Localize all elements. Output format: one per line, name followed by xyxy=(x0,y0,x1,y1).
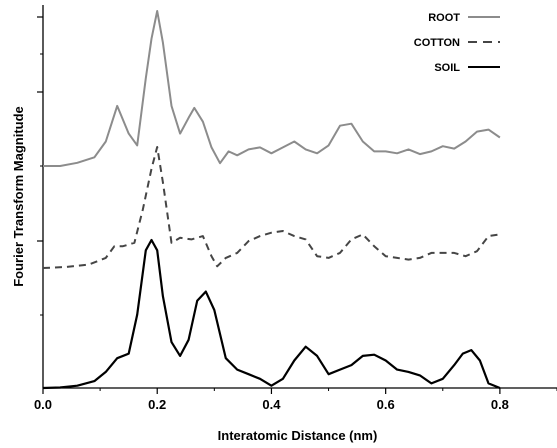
x-tick-label: 0.4 xyxy=(262,397,281,412)
chart-legend: ROOT COTTON SOIL xyxy=(414,12,500,74)
legend-label-cotton: COTTON xyxy=(414,37,460,49)
chart-axes: 0.0 0.2 0.4 0.6 0.8 xyxy=(34,5,557,412)
series-line-cotton xyxy=(42,146,501,269)
series-layer xyxy=(42,10,501,390)
series-line-root xyxy=(43,10,501,167)
y-axis-title: Fourier Transform Magnitude xyxy=(11,106,26,287)
series-line-soil xyxy=(42,238,501,390)
x-tick-label: 0.8 xyxy=(491,397,509,412)
x-tick-label: 0.6 xyxy=(377,397,395,412)
x-tick-label: 0.0 xyxy=(34,397,52,412)
x-tick-label: 0.2 xyxy=(148,397,166,412)
legend-label-root: ROOT xyxy=(428,12,460,24)
legend-label-soil: SOIL xyxy=(434,62,460,74)
x-axis-title: Interatomic Distance (nm) xyxy=(218,428,378,443)
